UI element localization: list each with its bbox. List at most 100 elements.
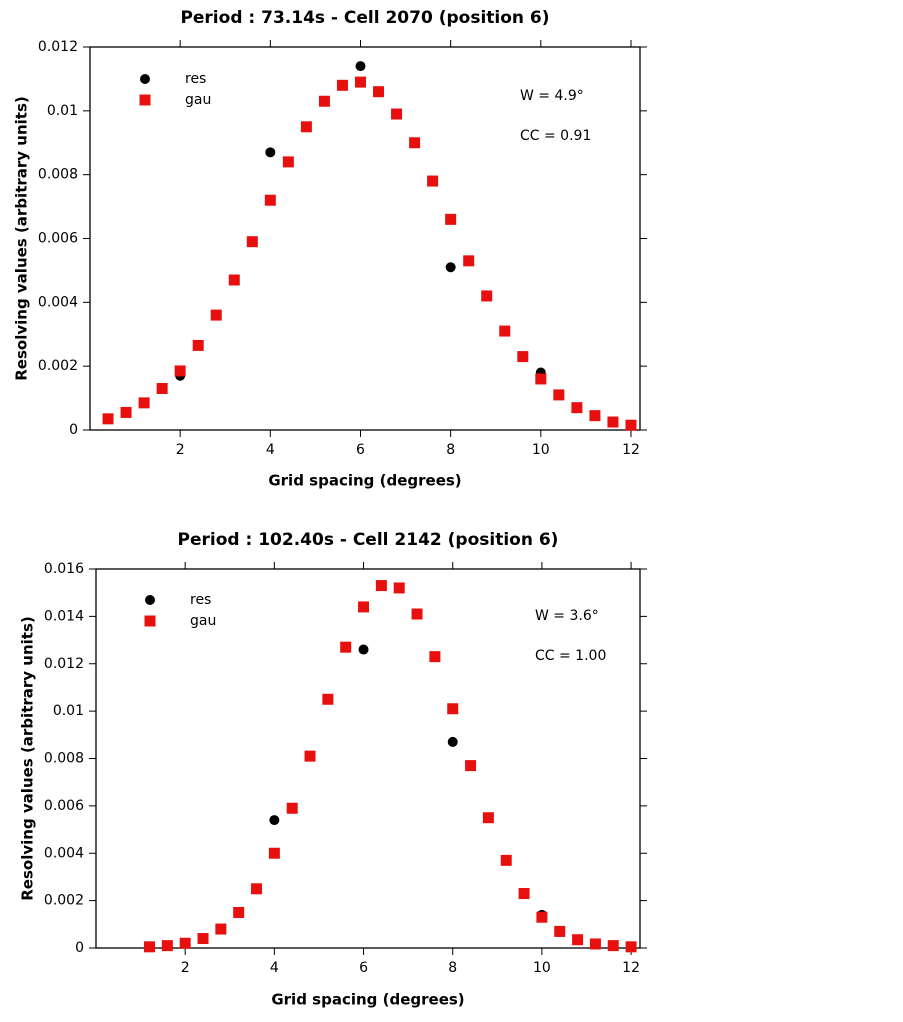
data-point [499, 325, 511, 337]
data-point [354, 76, 366, 88]
data-point [482, 812, 494, 824]
y-axis-label: Resolving values (arbitrary units) [19, 616, 37, 901]
data-point [553, 389, 565, 401]
data-point [304, 750, 316, 762]
legend-marker [144, 615, 156, 627]
data-point [518, 888, 530, 900]
data-point [429, 651, 441, 663]
data-point [411, 608, 423, 620]
data-point [265, 147, 276, 158]
data-point [607, 940, 619, 952]
y-tick-label: 0.004 [44, 845, 84, 861]
annotation: W = 4.9° [520, 88, 584, 104]
data-point [447, 736, 458, 747]
data-point [500, 854, 512, 866]
data-point [463, 255, 475, 267]
data-point [589, 938, 601, 950]
data-point [391, 108, 403, 120]
y-tick-label: 0.01 [53, 703, 84, 719]
data-point [156, 383, 168, 395]
annotation: W = 3.6° [535, 608, 599, 624]
data-point [282, 156, 294, 168]
data-point [393, 582, 405, 594]
data-point [210, 309, 222, 321]
y-tick-label: 0.012 [44, 656, 84, 672]
y-tick-label: 0.014 [44, 608, 84, 624]
data-point [228, 274, 240, 286]
data-point [192, 339, 204, 351]
data-point [572, 934, 584, 946]
x-tick-label: 10 [533, 960, 551, 976]
data-point [536, 911, 548, 923]
data-point [445, 262, 456, 273]
plot-frame [95, 568, 641, 949]
data-point [481, 290, 493, 302]
legend-label: res [185, 71, 206, 87]
data-point [179, 937, 191, 949]
y-tick-label: 0 [75, 940, 84, 956]
data-point [174, 365, 186, 377]
plot-frame [89, 46, 641, 431]
data-point [571, 402, 583, 414]
x-tick-label: 12 [622, 442, 640, 458]
data-point [625, 941, 637, 953]
data-point [355, 61, 366, 72]
x-tick-label: 2 [181, 960, 190, 976]
chart-title: Period : 73.14s - Cell 2070 (position 6) [180, 8, 549, 28]
data-point [358, 601, 370, 613]
legend-marker [145, 595, 155, 605]
data-point [269, 815, 280, 826]
legend-label: gau [185, 92, 211, 108]
legend-label: res [190, 592, 211, 608]
data-point [161, 940, 173, 952]
data-point [336, 79, 348, 91]
x-tick-label: 8 [448, 960, 457, 976]
y-tick-label: 0.004 [38, 294, 78, 310]
data-point [427, 175, 439, 187]
annotation: CC = 1.00 [535, 648, 606, 664]
data-point [322, 693, 334, 705]
data-point [264, 194, 276, 206]
x-tick-label: 12 [622, 960, 640, 976]
data-point [318, 95, 330, 107]
x-tick-label: 4 [270, 960, 279, 976]
data-point [268, 847, 280, 859]
x-tick-label: 10 [532, 442, 550, 458]
data-point [535, 373, 547, 385]
data-point [554, 925, 566, 937]
annotation: CC = 0.91 [520, 128, 591, 144]
data-point [120, 406, 132, 418]
x-axis-label: Grid spacing (degrees) [268, 472, 461, 490]
y-tick-label: 0.008 [38, 167, 78, 183]
x-tick-label: 2 [176, 442, 185, 458]
data-point [251, 883, 263, 895]
data-point [625, 419, 637, 431]
data-point [144, 941, 156, 953]
data-point [517, 351, 529, 363]
y-tick-label: 0.016 [44, 561, 84, 577]
data-point [286, 802, 298, 814]
legend-marker [139, 94, 151, 106]
data-point [447, 703, 459, 715]
y-tick-label: 0.012 [38, 39, 78, 55]
data-point [138, 397, 150, 409]
x-axis-label: Grid spacing (degrees) [271, 991, 464, 1009]
data-point [246, 236, 258, 248]
data-point [607, 416, 619, 428]
data-point [215, 923, 227, 935]
y-tick-label: 0.01 [47, 103, 78, 119]
y-tick-label: 0.006 [44, 798, 84, 814]
data-point [300, 121, 312, 133]
data-point [465, 760, 477, 772]
y-tick-label: 0.002 [44, 893, 84, 909]
data-point [358, 644, 369, 655]
y-tick-label: 0.008 [44, 751, 84, 767]
x-tick-label: 6 [356, 442, 365, 458]
data-point [375, 580, 387, 592]
data-point [445, 213, 457, 225]
data-point [197, 933, 209, 945]
data-point [340, 641, 352, 653]
x-tick-label: 4 [266, 442, 275, 458]
data-point [233, 906, 245, 918]
